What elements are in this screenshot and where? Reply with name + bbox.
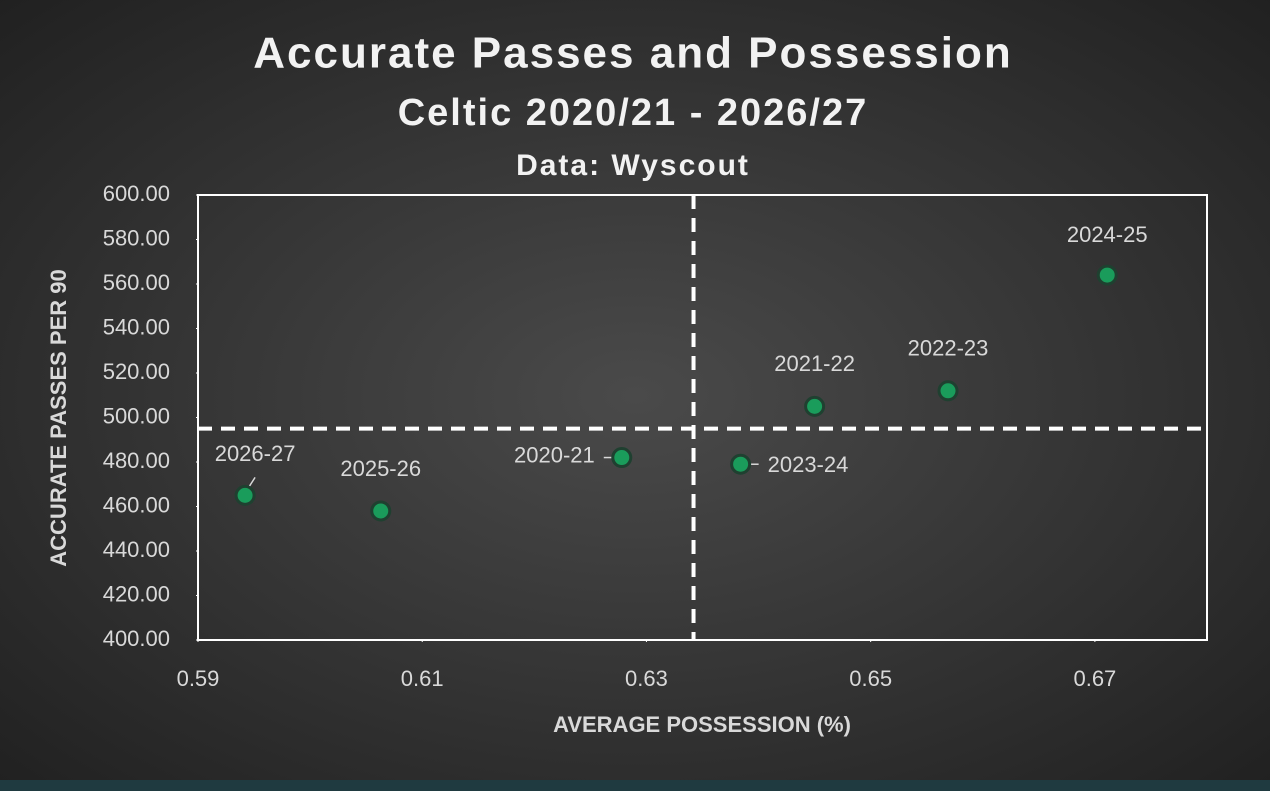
- point-label: 2024-25: [1067, 222, 1148, 247]
- y-tick-label: 500.00: [103, 403, 170, 428]
- x-tick-label: 0.61: [401, 666, 444, 691]
- point-label: 2020-21: [514, 442, 595, 467]
- point-label: 2022-23: [908, 336, 989, 361]
- point: [804, 395, 826, 417]
- point: [611, 447, 633, 469]
- x-tick-label: 0.67: [1073, 666, 1116, 691]
- y-tick-label: 460.00: [103, 492, 170, 517]
- y-tick-label: 520.00: [103, 359, 170, 384]
- y-tick-label: 440.00: [103, 537, 170, 562]
- point: [1096, 264, 1118, 286]
- point-label: 2023-24: [768, 452, 849, 477]
- y-tick-label: 580.00: [103, 225, 170, 250]
- y-tick-label: 420.00: [103, 581, 170, 606]
- x-tick-label: 0.65: [849, 666, 892, 691]
- x-tick-label: 0.63: [625, 666, 668, 691]
- y-tick-label: 400.00: [103, 626, 170, 651]
- point: [730, 453, 752, 475]
- chart-note: Data: Wyscout: [516, 149, 750, 182]
- chart-subtitle: Celtic 2020/21 - 2026/27: [398, 92, 869, 134]
- bottom-strip: [0, 780, 1270, 791]
- point-label: 2021-22: [774, 351, 855, 376]
- y-tick-label: 600.00: [103, 181, 170, 206]
- chart-title: Accurate Passes and Possession: [253, 29, 1012, 78]
- x-tick-label: 0.59: [177, 666, 220, 691]
- y-tick-label: 480.00: [103, 448, 170, 473]
- point-label: 2025-26: [340, 456, 421, 481]
- point: [234, 484, 256, 506]
- point: [937, 380, 959, 402]
- point-label: 2026-27: [215, 441, 296, 466]
- y-axis-title: ACCURATE PASSES PER 90: [46, 269, 71, 566]
- y-tick-label: 560.00: [103, 270, 170, 295]
- point: [370, 500, 392, 522]
- x-axis-title: AVERAGE POSSESSION (%): [553, 712, 851, 737]
- y-tick-label: 540.00: [103, 314, 170, 339]
